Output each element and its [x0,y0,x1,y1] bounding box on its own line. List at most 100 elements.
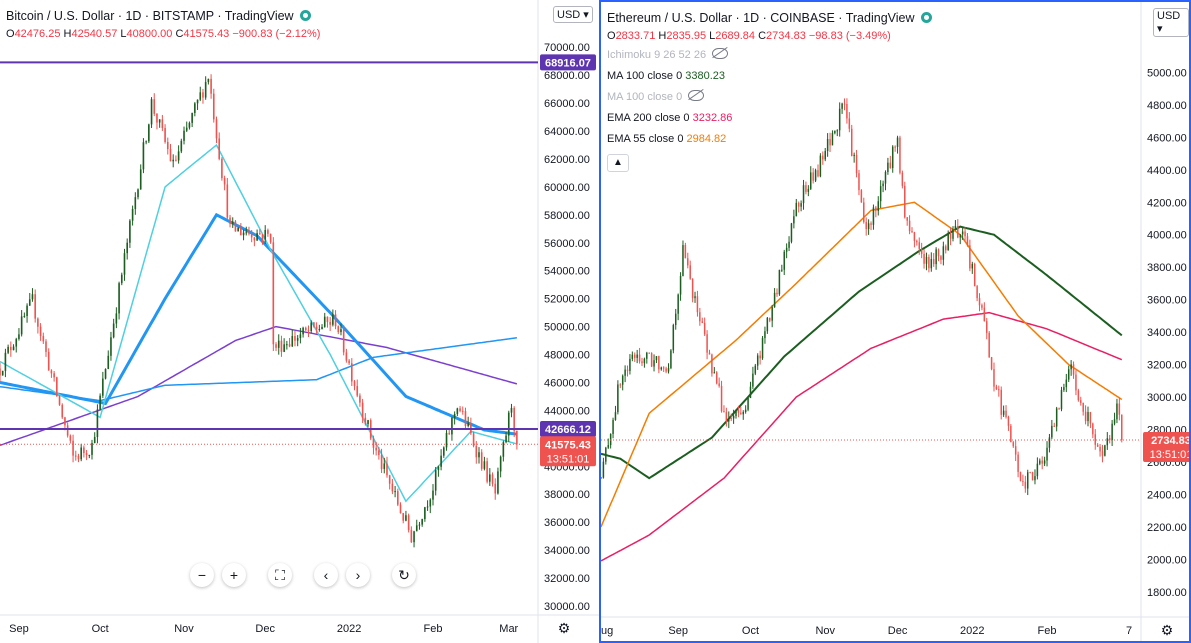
left-candle [267,230,269,234]
left-candle [248,232,250,234]
right-candle [920,248,923,254]
left-candle [302,327,304,335]
right-candle [1075,374,1077,391]
left-candle [277,340,280,348]
left-candle [72,440,74,456]
right-candle [800,203,802,207]
chevron-left-icon: ‹ [323,567,329,583]
right-candle [677,294,679,314]
right-candle [983,307,986,322]
left-time-tick: Dec [255,623,275,635]
left-candle [340,329,342,333]
left-candle [231,221,234,224]
eth-chart-title: Ethereum / U.S. Dollar · 1D · COINBASE ·… [607,11,915,25]
left-candle [502,442,505,457]
zoom-in-button[interactable]: + [222,563,246,587]
right-candle [995,386,998,390]
right-candle [643,358,646,364]
left-candle [0,368,1,376]
reset-chart-button[interactable]: ↻ [392,563,416,587]
right-candle [981,305,983,308]
scroll-right-button[interactable]: › [346,563,370,587]
left-candle [99,395,101,410]
scroll-left-button[interactable]: ‹ [314,563,338,587]
left-candle [107,355,110,369]
fullscreen-button[interactable]: ⛶ [268,563,292,587]
left-candle [88,454,91,456]
left-ma-line [0,325,518,447]
right-candle [601,477,602,479]
right-candle [749,386,752,398]
btc-chart-pane[interactable]: 70000.00 68000.00 66000.00 64000.00 62000.00… [0,0,599,643]
right-candle [891,146,894,169]
right-candle [764,331,766,339]
right-candle [810,172,812,189]
left-candle [183,130,185,141]
right-candle [752,373,754,387]
eth-legend: Ethereum / U.S. Dollar · 1D · COINBASE ·… [607,9,932,172]
left-candle [256,233,258,241]
left-candle [142,142,145,170]
left-price-tick: 56000.00 [544,238,590,250]
left-settings-gear-icon[interactable]: ⚙ [558,620,571,636]
right-candle [696,296,699,313]
left-candle [4,352,7,371]
left-candle [516,430,518,445]
zoom-out-button[interactable]: − [190,563,214,587]
right-candle [1077,390,1080,401]
btc-currency-label: USD [557,9,581,21]
indicator-ichimoku[interactable]: Ichimoku 9 26 52 26 [607,45,932,66]
left-candle [323,316,326,327]
eye-hidden-icon[interactable] [688,90,705,101]
right-candle [1051,425,1053,438]
right-candle [826,139,829,152]
right-candle [872,207,875,225]
indicator-ma100-hidden[interactable]: MA 100 close 0 [607,87,932,108]
right-candle [660,367,663,370]
indicator-ema55[interactable]: EMA 55 close 0 2984.82 [607,129,932,150]
right-candle [674,313,677,325]
right-candle [1046,447,1048,461]
left-candle [497,471,499,494]
right-candle [846,103,848,119]
right-price-tick: 4200.00 [1147,197,1187,209]
indicator-ema200[interactable]: EMA 200 close 0 3232.86 [607,108,932,129]
left-candle [275,344,277,348]
left-candle [510,407,513,413]
btc-chart-canvas[interactable]: 70000.00 68000.00 66000.00 64000.00 62000.00… [0,0,599,643]
left-candle [83,447,85,454]
right-candle [682,245,684,277]
left-plot-area[interactable] [0,61,538,548]
market-open-icon [299,10,311,21]
right-settings-gear-icon[interactable]: ⚙ [1161,622,1174,638]
right-candle [689,265,691,279]
left-candle [245,232,248,234]
left-candle [74,455,77,457]
right-candle [621,375,624,385]
right-candle [617,384,619,413]
left-candle [85,453,88,456]
right-candle [766,317,769,332]
btc-currency-select[interactable]: USD ▾ [553,6,593,23]
ema200-value: 3232.86 [692,112,733,124]
left-candle [18,334,20,339]
right-time-tick: Nov [815,625,835,637]
left-candle [418,524,421,526]
indicator-ma100[interactable]: MA 100 close 0 3380.23 [607,66,932,87]
eye-hidden-icon[interactable] [712,48,729,59]
collapse-legend-button[interactable]: ▲ [607,154,629,172]
left-candle [337,326,340,333]
left-candle [215,119,218,139]
eth-chart-pane[interactable]: 5000.00 4800.00 4600.00 4400.00 4200.00 4000.… [599,0,1191,643]
right-candle [769,317,771,321]
left-candle [421,519,423,525]
right-candle [990,357,993,370]
right-time-tick: Dec [888,625,908,637]
left-candle [50,370,53,374]
right-plot-area[interactable] [601,98,1141,562]
left-candle [334,314,337,327]
eth-currency-select[interactable]: USD ▾ [1153,8,1189,37]
eth-change: −98.83 (−3.49%) [808,30,891,42]
right-candle [1084,411,1087,422]
eth-chart-canvas[interactable]: 5000.00 4800.00 4600.00 4400.00 4200.00 4000.… [601,2,1189,641]
